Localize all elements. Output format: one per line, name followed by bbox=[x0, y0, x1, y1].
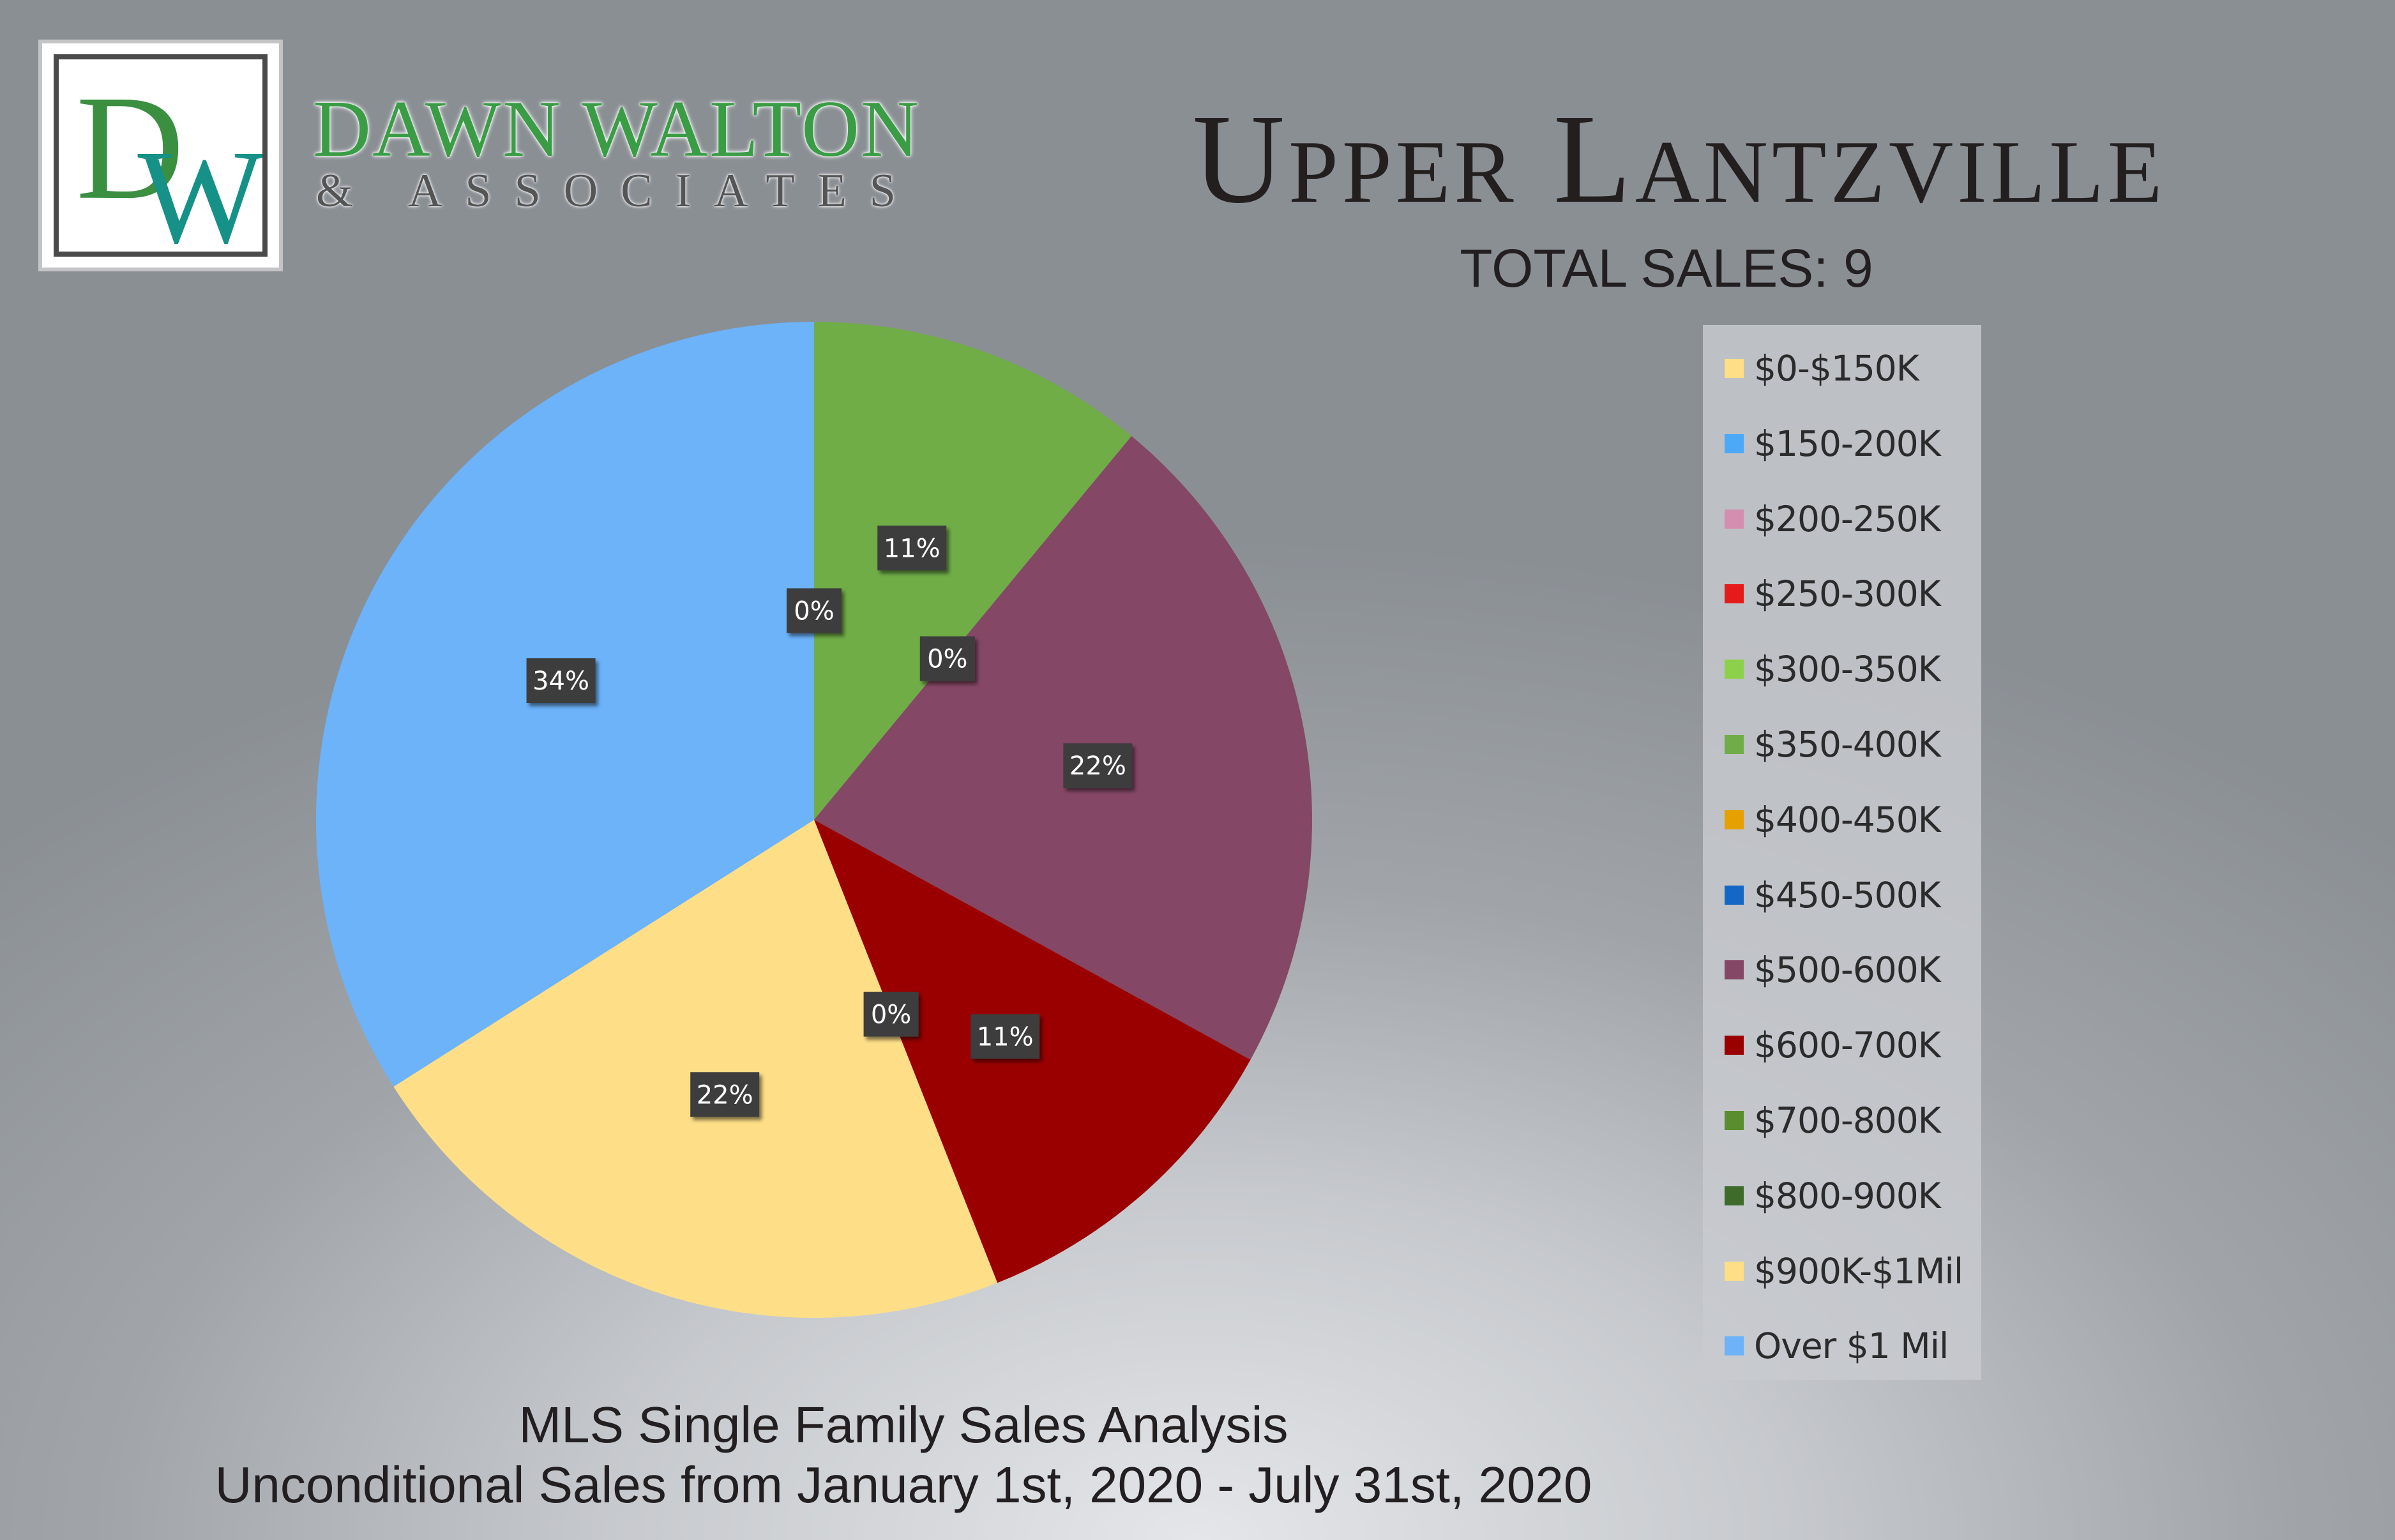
data-label-350-400k: 11% bbox=[877, 525, 947, 571]
legend-swatch bbox=[1725, 1261, 1744, 1281]
chart-legend: $0-$150K $150-200K $200-250K $250-300K $300-… bbox=[1703, 325, 1981, 1380]
legend-item-350-400k: $350-400K bbox=[1725, 719, 1941, 770]
data-label-text: 11% bbox=[884, 534, 941, 563]
data-label-box bbox=[877, 525, 947, 571]
data-label-text: 0% bbox=[871, 1000, 911, 1030]
legend-label: $900K-$1Mil bbox=[1754, 1250, 1963, 1292]
monogram-w: W bbox=[137, 122, 262, 252]
legend-label: $200-250K bbox=[1754, 498, 1941, 540]
pie-data-labels: 0% 11% 0% 22% 11% 0% 22% 34% bbox=[526, 525, 1133, 1117]
legend-item-700-800k: $700-800K bbox=[1725, 1095, 1941, 1146]
brand-tagline: & ASSOCIATES bbox=[316, 165, 919, 217]
legend-swatch bbox=[1725, 810, 1744, 829]
legend-label: $0-$150K bbox=[1754, 348, 1919, 389]
logo-box: D W bbox=[38, 40, 283, 271]
legend-swatch bbox=[1725, 584, 1744, 604]
legend-label: Over $1 Mil bbox=[1754, 1325, 1949, 1367]
pie-slice-over-1-mil bbox=[315, 322, 814, 1087]
legend-label: $150-200K bbox=[1754, 423, 1941, 464]
footer-date-range: Unconditional Sales from January 1st, 20… bbox=[215, 1456, 1592, 1513]
monogram-d: D bbox=[76, 64, 185, 230]
legend-item-over-1-mil: Over $1 Mil bbox=[1725, 1320, 1949, 1371]
data-label-text: 34% bbox=[533, 667, 589, 696]
data-label-text: 22% bbox=[1069, 751, 1126, 781]
legend-item-900k-1mil: $900K-$1Mil bbox=[1725, 1246, 1963, 1297]
data-label-box bbox=[1063, 743, 1133, 789]
data-label-700-800k: 0% bbox=[863, 992, 919, 1037]
data-label-text: 11% bbox=[977, 1022, 1034, 1052]
data-label-box bbox=[863, 992, 919, 1037]
data-label-text: 0% bbox=[927, 645, 967, 674]
legend-label: $400-450K bbox=[1754, 799, 1941, 840]
data-label-over-1-mil: 34% bbox=[526, 658, 596, 704]
legend-item-600-700k: $600-700K bbox=[1725, 1020, 1941, 1071]
data-label-text: 22% bbox=[697, 1080, 753, 1110]
pie-slice-900k-1mil bbox=[393, 820, 998, 1318]
data-label-400-450k: 0% bbox=[919, 636, 975, 681]
data-label-box bbox=[971, 1014, 1040, 1059]
legend-item-250-300k: $250-300K bbox=[1725, 568, 1941, 619]
legend-label: $350-400K bbox=[1754, 724, 1941, 765]
legend-swatch bbox=[1725, 1036, 1744, 1055]
legend-label: $600-700K bbox=[1754, 1025, 1941, 1066]
legend-swatch bbox=[1725, 1336, 1744, 1356]
legend-swatch bbox=[1725, 1186, 1744, 1205]
page-title: Upper Lantzville bbox=[1192, 89, 2166, 230]
legend-item-450-500k: $450-500K bbox=[1725, 870, 1941, 921]
pie-slice-500-600k bbox=[814, 435, 1312, 1060]
legend-swatch bbox=[1725, 434, 1744, 453]
data-label-box bbox=[690, 1072, 760, 1117]
pie-slice-350-400k bbox=[814, 322, 1132, 820]
legend-swatch bbox=[1725, 885, 1744, 905]
legend-swatch bbox=[1725, 960, 1744, 980]
legend-swatch bbox=[1725, 735, 1744, 754]
legend-label: $700-800K bbox=[1754, 1100, 1941, 1141]
data-label-900k-1mil: 22% bbox=[690, 1072, 760, 1117]
dw-monogram-logo: D W bbox=[76, 64, 262, 252]
pie-slices bbox=[315, 322, 1312, 1318]
legend-item-500-600k: $500-600K bbox=[1725, 944, 1941, 995]
legend-item-0-150k: $0-$150K bbox=[1725, 343, 1919, 394]
legend-item-200-250k: $200-250K bbox=[1725, 494, 1941, 545]
legend-swatch bbox=[1725, 359, 1744, 378]
legend-label: $800-900K bbox=[1754, 1175, 1941, 1216]
brand-name: DAWN WALTON bbox=[313, 85, 921, 174]
legend-swatch bbox=[1725, 509, 1744, 529]
data-label-text: 0% bbox=[794, 596, 834, 626]
logo-frame: D W bbox=[54, 54, 268, 257]
legend-item-150-200k: $150-200K bbox=[1725, 418, 1941, 469]
legend-item-400-450k: $400-450K bbox=[1725, 794, 1941, 845]
legend-swatch bbox=[1725, 1111, 1744, 1130]
data-label-600-700k: 11% bbox=[971, 1014, 1040, 1059]
legend-label: $450-500K bbox=[1754, 874, 1941, 916]
legend-item-300-350k: $300-350K bbox=[1725, 644, 1941, 695]
data-label-0-150k: 0% bbox=[787, 588, 842, 633]
legend-label: $500-600K bbox=[1754, 949, 1941, 991]
footer-subtitle: MLS Single Family Sales Analysis bbox=[518, 1396, 1288, 1453]
total-sales: TOTAL SALES: 9 bbox=[1460, 238, 1873, 298]
legend-item-800-900k: $800-900K bbox=[1725, 1170, 1941, 1221]
legend-label: $300-350K bbox=[1754, 649, 1941, 690]
data-label-box bbox=[526, 658, 596, 704]
legend-swatch bbox=[1725, 660, 1744, 679]
data-label-box bbox=[919, 636, 975, 681]
legend-label: $250-300K bbox=[1754, 573, 1941, 615]
data-label-box bbox=[787, 588, 842, 633]
data-label-500-600k: 22% bbox=[1063, 743, 1133, 789]
